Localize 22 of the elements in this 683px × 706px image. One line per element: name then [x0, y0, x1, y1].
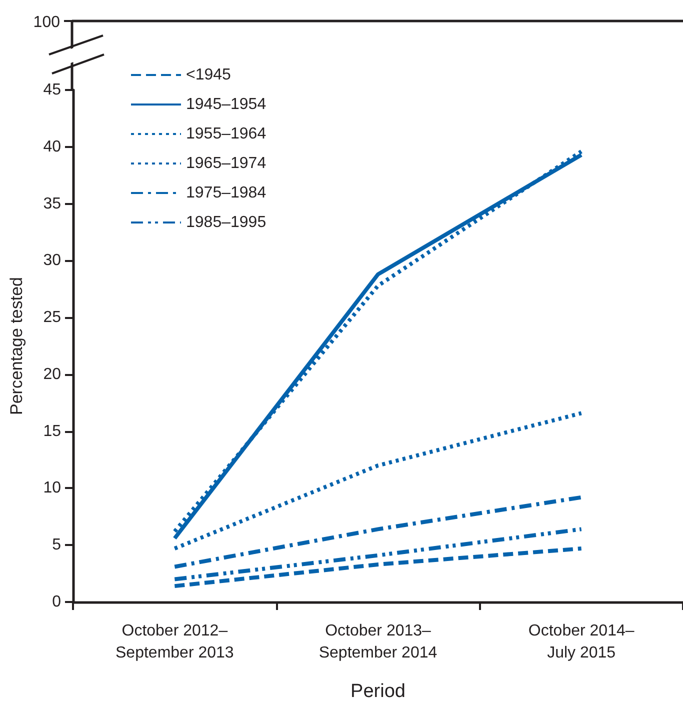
y-tick-label: 20	[43, 366, 62, 383]
y-tick-label: 40	[43, 138, 62, 156]
legend-label: 1945–1954	[186, 96, 266, 113]
legend-label: <1945	[186, 66, 232, 84]
y-tick-label: 5	[52, 536, 62, 554]
legend-label: 1955–1964	[186, 126, 266, 142]
y-tick-label: 0	[52, 594, 62, 610]
y-tick-label: 30	[43, 252, 62, 270]
legend-label: 1975–1984	[186, 184, 266, 202]
x-axis-title: Period	[350, 681, 406, 702]
x-tick-label: October 2012–September 2013	[116, 622, 234, 662]
y-tick-label: 15	[43, 422, 62, 440]
y-tick-label: 35	[43, 195, 62, 212]
y-tick-label: 45	[43, 82, 62, 98]
y-tick-label: 10	[43, 480, 62, 497]
legend-label: 1985–1995	[186, 214, 266, 231]
y-tick-label: 25	[43, 309, 62, 326]
y-axis-title: Percentage tested	[7, 277, 26, 415]
x-tick-label: October 2014–July 2015	[528, 622, 634, 662]
text: 100	[33, 14, 60, 31]
x-tick-label: October 2013–September 2014	[318, 622, 438, 662]
legend-label: 1965–1974	[186, 155, 266, 172]
